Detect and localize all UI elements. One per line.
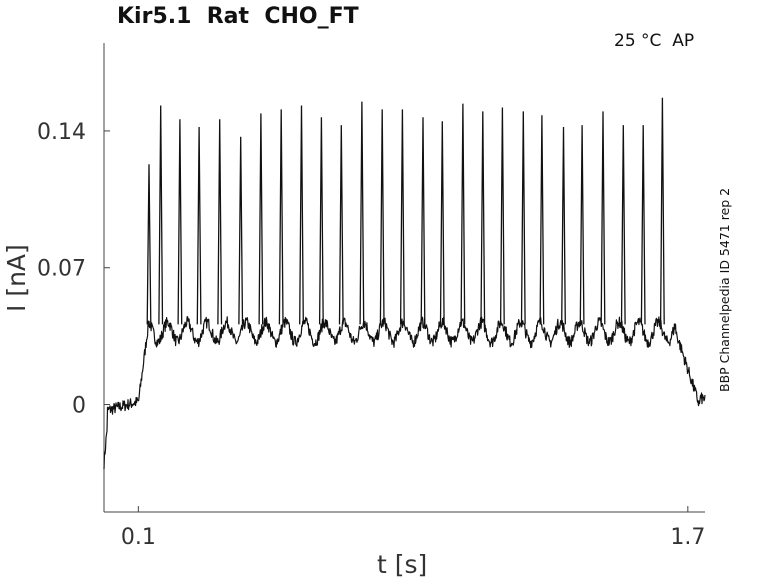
source-label: BBP Channelpedia ID 5471 rep 2 [717,187,732,392]
chart-title: Kir5.1 Rat CHO_FT [117,4,359,29]
spike-mark [258,113,264,325]
spike-mark [579,125,585,325]
x-tick-label: 1.7 [670,525,705,550]
spike-mark [539,115,545,325]
spike-mark [299,105,304,325]
spike-mark [520,111,526,325]
spike-mark [439,121,445,325]
current-trace-line [103,316,706,470]
spike-mark [146,164,152,325]
x-tick-label: 0.1 [121,525,156,550]
spike-mark [420,117,426,325]
spike-mark [238,136,244,325]
spike-mark [338,125,344,325]
spike-mark [359,101,365,325]
y-axis-label: I [nA] [2,244,31,312]
y-tick-label: 0 [72,394,86,419]
condition-label: 25 °C AP [614,31,695,51]
spike-mark [399,109,405,325]
spike-mark [499,107,505,325]
x-axis-label: t [s] [377,550,428,579]
spike-mark [620,125,626,325]
spike-mark [177,119,183,325]
spike-mark [640,125,646,325]
spike-mark [196,126,202,325]
spike-mark [217,119,223,325]
spike-mark [158,105,164,325]
y-tick-label: 0.07 [37,257,86,282]
spike-mark [659,97,665,325]
spike-mark [600,111,606,325]
spike-mark [318,117,324,325]
spike-mark [460,103,466,325]
y-tick-label: 0.14 [37,120,86,145]
spike-mark [379,109,385,325]
spike-mark [561,126,566,325]
spike-mark [278,109,284,325]
spike-mark [480,111,486,325]
